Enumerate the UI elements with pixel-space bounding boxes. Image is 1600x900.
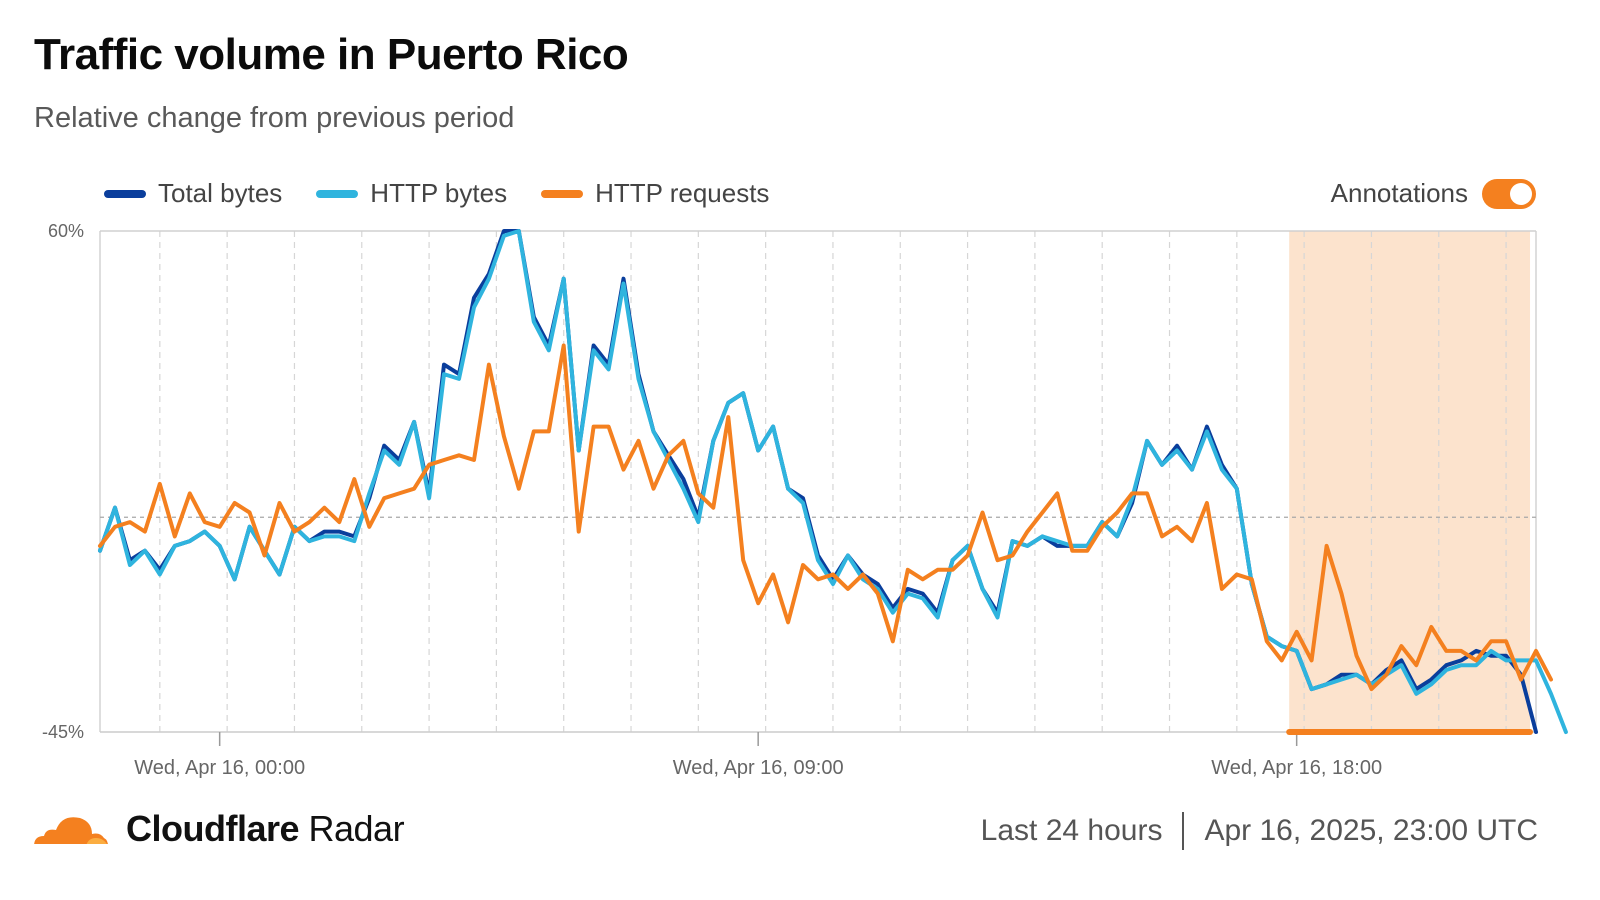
legend-label: HTTP requests (595, 178, 770, 208)
cloudflare-cloud-icon (34, 817, 108, 847)
series-line-http-bytes (98, 229, 1568, 734)
chart-subtitle: Relative change from previous period (34, 102, 515, 134)
legend-swatch (104, 189, 146, 198)
chart-title: Traffic volume in Puerto Rico (34, 30, 629, 79)
time-range: Last 24 hours (980, 814, 1163, 847)
annotations-label: Annotations (1330, 178, 1468, 208)
annotations-control: Annotations (1331, 178, 1536, 209)
legend-swatch (316, 189, 359, 198)
legend-label: Total bytes (158, 178, 283, 208)
brand-regular: Radar (299, 808, 405, 849)
legend-item-http-bytes[interactable]: HTTP bytes (316, 178, 507, 209)
cloudflare-radar-logo: Cloudflare Radar (30, 808, 405, 850)
toggle-knob (1510, 182, 1532, 205)
y-tick-label: 60% (48, 221, 84, 241)
traffic-chart: 60% -45% Wed, Apr 16, 00:00 Wed, Apr 16, 09… (42, 221, 1568, 779)
footer-meta: Last 24 hours Apr 16, 2025, 23:00 UTC (981, 812, 1538, 850)
legend-label: HTTP bytes (370, 178, 508, 208)
legend: Total bytes HTTP bytes HTTP requests (104, 178, 803, 209)
annotation-region (1289, 231, 1531, 732)
legend-item-http-requests[interactable]: HTTP requests (541, 178, 769, 209)
annotations-toggle[interactable] (1482, 178, 1536, 209)
x-tick-label: Wed, Apr 16, 18:00 (1211, 757, 1382, 779)
series-line-http-requests (98, 343, 1553, 692)
brand-name: Cloudflare Radar (126, 808, 405, 850)
separator (1182, 812, 1185, 850)
timestamp: Apr 16, 2025, 23:00 UTC (1204, 814, 1538, 847)
x-tick-label: Wed, Apr 16, 09:00 (673, 757, 844, 779)
y-tick-label: -45% (42, 722, 84, 742)
x-tick-label: Wed, Apr 16, 00:00 (134, 757, 305, 779)
legend-swatch (541, 189, 584, 198)
legend-item-total-bytes[interactable]: Total bytes (104, 178, 282, 209)
brand-bold: Cloudflare (126, 808, 300, 849)
